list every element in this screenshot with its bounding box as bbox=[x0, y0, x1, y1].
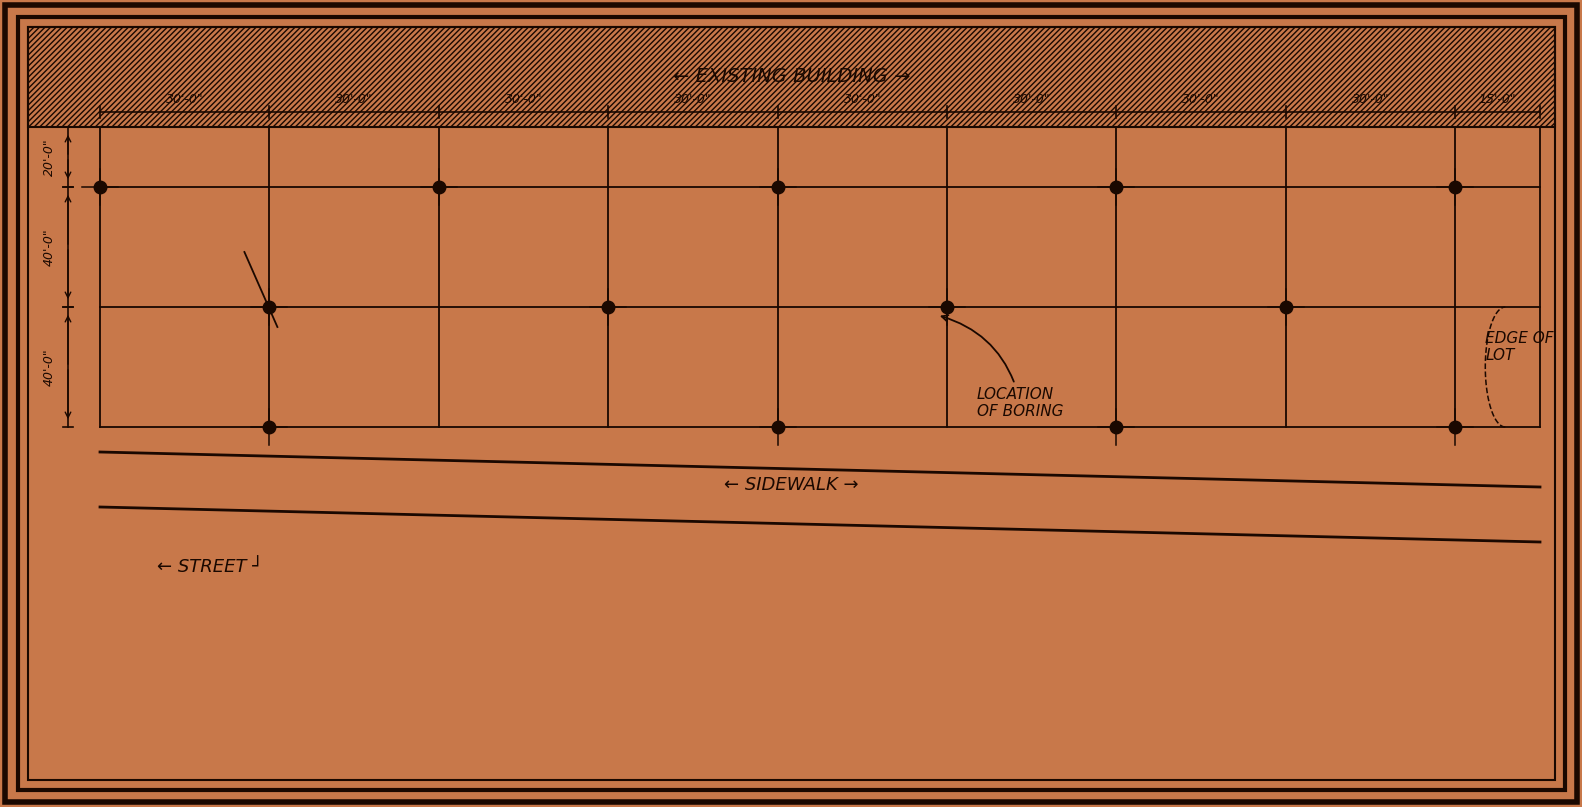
Text: EDGE OF
LOT: EDGE OF LOT bbox=[1485, 331, 1554, 363]
Text: 40'-0": 40'-0" bbox=[43, 228, 55, 266]
Text: 30'-0": 30'-0" bbox=[166, 93, 204, 106]
Text: 30'-0": 30'-0" bbox=[505, 93, 543, 106]
Text: 40'-0": 40'-0" bbox=[43, 348, 55, 386]
Text: 30'-0": 30'-0" bbox=[335, 93, 373, 106]
Bar bbox=[28, 27, 1555, 127]
Text: 30'-0": 30'-0" bbox=[674, 93, 712, 106]
Text: LOCATION
OF BORING: LOCATION OF BORING bbox=[941, 316, 1063, 420]
Text: 30'-0": 30'-0" bbox=[1351, 93, 1389, 106]
Text: ← EXISTING BUILDING →: ← EXISTING BUILDING → bbox=[672, 68, 910, 86]
Text: 20'-0": 20'-0" bbox=[43, 138, 55, 176]
Text: 30'-0": 30'-0" bbox=[1182, 93, 1220, 106]
Text: 30'-0": 30'-0" bbox=[1012, 93, 1050, 106]
Text: ← SIDEWALK →: ← SIDEWALK → bbox=[723, 475, 859, 494]
Text: 30'-0": 30'-0" bbox=[843, 93, 881, 106]
Text: 15'-0": 15'-0" bbox=[1479, 93, 1517, 106]
Text: ← STREET ┘: ← STREET ┘ bbox=[157, 558, 263, 576]
